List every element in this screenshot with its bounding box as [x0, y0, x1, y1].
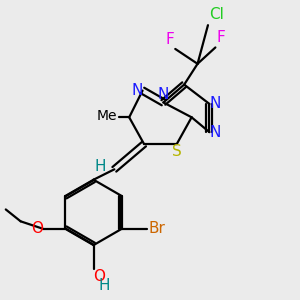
- Text: Cl: Cl: [209, 7, 224, 22]
- Text: H: H: [98, 278, 110, 293]
- Text: H: H: [94, 159, 106, 174]
- Text: O: O: [94, 269, 106, 284]
- Text: F: F: [217, 30, 226, 45]
- Text: S: S: [172, 144, 182, 159]
- Text: Br: Br: [148, 221, 166, 236]
- Text: N: N: [158, 87, 169, 102]
- Text: N: N: [131, 83, 142, 98]
- Text: O: O: [31, 221, 43, 236]
- Text: F: F: [165, 32, 174, 46]
- Text: N: N: [209, 125, 221, 140]
- Text: Me: Me: [97, 109, 117, 123]
- Text: N: N: [209, 96, 221, 111]
